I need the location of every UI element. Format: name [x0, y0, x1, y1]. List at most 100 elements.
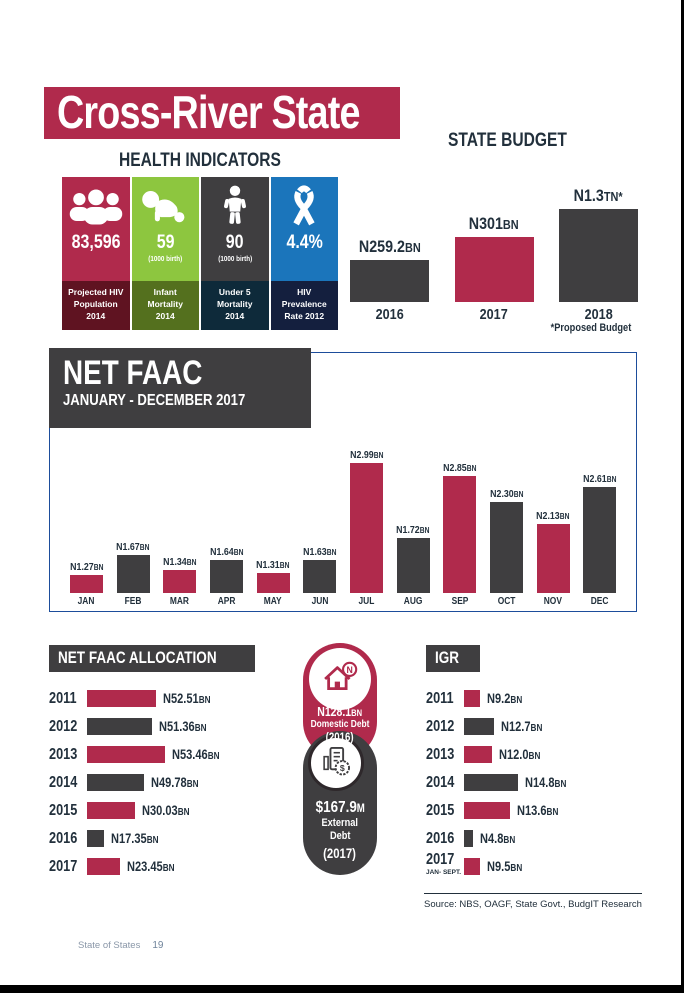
state-budget-chart: N259.2BN N301BN N1.3TN*: [350, 186, 638, 302]
health-indicators-heading: HEALTH INDICATORS: [119, 150, 281, 171]
net-faac-subtitle: JANUARY - DECEMBER 2017: [63, 392, 246, 409]
baby-icon: [138, 182, 192, 232]
faac-month-bar-value: N1.34BN: [163, 556, 197, 568]
month-label: SEP: [451, 596, 469, 607]
faac-month-bar-group: N2.99BN: [343, 449, 390, 593]
igr-row: 2016 N4.8BN: [426, 824, 575, 852]
month-label: MAY: [264, 596, 282, 607]
net-faac-header: NET FAAC JANUARY - DECEMBER 2017: [49, 348, 311, 428]
domestic-debt-text: N128.1BN Domestic Debt (2016): [303, 705, 377, 745]
faac-allocation-year-label: 2016: [49, 829, 78, 847]
health-tile-unit: (1000 birth): [217, 254, 252, 263]
health-tile-value: 90: [225, 232, 244, 253]
faac-allocation-value: N23.45BN: [127, 858, 175, 874]
faac-allocation-year-label: 2013: [49, 745, 78, 763]
faac-month-bar-value: N1.67BN: [116, 541, 150, 553]
igr-bar: [464, 801, 510, 819]
month-label: JUL: [358, 596, 375, 607]
source-text: Source: NBS, OAGF, State Govt., BudgIT R…: [424, 899, 642, 910]
faac-allocation-bar: [87, 773, 144, 791]
faac-month-bar-group: N1.64BN: [203, 546, 250, 593]
faac-allocation-bar: [87, 829, 104, 847]
igr-value: N13.6BN: [517, 802, 559, 818]
month-label: JUN: [311, 596, 329, 607]
igr-row: 2011 N9.2BN: [426, 684, 575, 712]
state-budget-years: 2016 2017 2018: [350, 306, 638, 323]
faac-month-bar-value: N2.61BN: [583, 473, 617, 485]
faac-allocation-year-label: 2015: [49, 801, 78, 819]
month-label: JAN: [77, 596, 95, 607]
igr-year-label: 2016: [426, 829, 455, 847]
month-label: MAR: [170, 596, 190, 607]
igr-row: 2013 N12.0BN: [426, 740, 575, 768]
faac-month-bar: [209, 560, 243, 593]
svg-text:$: $: [340, 763, 345, 773]
faac-month-bar: [303, 560, 337, 593]
faac-month-bar-value: N2.30BN: [489, 488, 524, 500]
faac-month-bar-value: N2.13BN: [536, 510, 570, 522]
external-debt-text: $167.9M External Debt (2017): [303, 799, 377, 861]
faac-month-bar-value: N1.31BN: [256, 559, 290, 571]
faac-month-bar-value: N1.27BN: [69, 561, 103, 573]
health-tile-value: 83,596: [71, 232, 121, 253]
igr-year-label: 2011: [426, 689, 454, 707]
health-tile: 4.4% HIV Prevalence Rate 2012: [270, 177, 338, 330]
state-title-banner: Cross-River State: [44, 87, 400, 139]
budget-bar: [350, 260, 429, 302]
budget-bar-value: N301BN: [469, 214, 519, 233]
health-tile-value: 59: [156, 232, 175, 253]
health-tile-top: 4.4%: [270, 177, 338, 281]
igr-value: N12.7BN: [501, 718, 543, 734]
faac-allocation-bar: [87, 857, 120, 875]
budget-bar-group: N259.2BN: [350, 237, 429, 302]
igr-value: N9.5BN: [487, 858, 523, 874]
faac-allocation-value: N30.03BN: [142, 802, 190, 818]
state-budget-heading: STATE BUDGET: [448, 130, 567, 151]
faac-month-bar-group: N1.31BN: [250, 559, 297, 593]
domestic-debt-label: Domestic Debt: [310, 719, 370, 731]
igr-chart: 2011 N9.2BN 2012 N12.7BN 2013 N12.0BN 2014 N14.…: [426, 684, 575, 880]
proposed-budget-note: *Proposed Budget: [550, 322, 632, 334]
external-debt-label: External Debt: [321, 817, 359, 843]
budget-year-label: 2018: [584, 306, 613, 323]
igr-row: 2014 N14.8BN: [426, 768, 575, 796]
faac-month-bar: [256, 573, 290, 593]
ribbon-icon: [286, 182, 322, 232]
faac-month-bar: [489, 502, 523, 593]
igr-year-label: 2014: [426, 773, 455, 791]
igr-bar: [464, 717, 494, 735]
igr-row: 2012 N12.7BN: [426, 712, 575, 740]
health-tile-top: 83,596: [62, 177, 130, 281]
faac-month-bar-value: N1.64BN: [209, 546, 243, 558]
faac-month-bar-group: N1.27BN: [63, 561, 110, 593]
faac-allocation-row: 2015 N30.03BN: [49, 796, 230, 824]
month-label: DEC: [590, 596, 609, 607]
faac-month-bar: [349, 463, 383, 593]
igr-year-label: 2015: [426, 801, 455, 819]
net-faac-title: NET FAAC: [63, 354, 203, 392]
page-edge-bottom: [0, 985, 684, 993]
faac-allocation-bar: [87, 717, 152, 735]
net-faac-allocation-chart: 2011 N52.51BN 2012 N51.36BN 2013 N53.46BN 2014…: [49, 684, 230, 880]
faac-allocation-year-label: 2017: [49, 857, 78, 875]
igr-value: N14.8BN: [525, 774, 567, 790]
health-tile-unit: (1000 birth): [148, 254, 183, 263]
faac-allocation-row: 2016 N17.35BN: [49, 824, 230, 852]
receipt-dollar-icon: $: [308, 735, 364, 791]
faac-allocation-row: 2014 N49.78BN: [49, 768, 230, 796]
igr-bar: [464, 745, 492, 763]
page-edge-right: [681, 0, 684, 993]
faac-month-bar: [536, 524, 570, 593]
budget-year-label: 2017: [479, 306, 509, 323]
budget-bar-value: N1.3TN*: [574, 186, 623, 205]
health-tile: 90 (1000 birth) Under 5 Mortality 2014: [201, 177, 269, 330]
faac-month-bar-group: N2.30BN: [483, 488, 530, 593]
faac-allocation-year-label: 2011: [49, 689, 77, 707]
page-title: Cross-River State: [57, 86, 360, 138]
faac-month-bar: [583, 487, 617, 593]
child-icon: [216, 182, 254, 232]
page-number: 19: [152, 940, 164, 951]
faac-month-bar-group: N1.72BN: [390, 524, 437, 593]
faac-allocation-value: N49.78BN: [151, 774, 199, 790]
health-tile: 83,596 Projected HIV Population 2014: [62, 177, 130, 330]
